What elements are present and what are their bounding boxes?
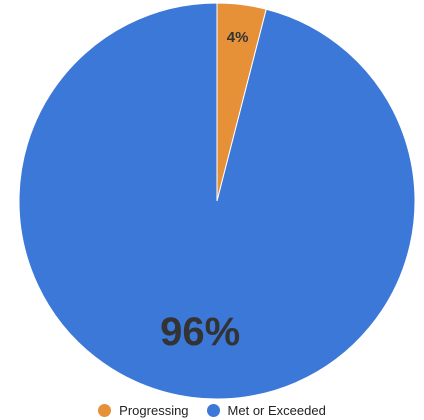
pie-label-progressing: 4% xyxy=(227,29,249,46)
legend-item-progressing[interactable]: Progressing xyxy=(98,402,189,418)
pie-slices xyxy=(18,2,416,400)
legend-swatch-progressing xyxy=(98,403,112,417)
legend-label-progressing: Progressing xyxy=(119,402,189,418)
pie-slice-met-or-exceeded[interactable] xyxy=(18,2,416,400)
legend-label-met-or-exceeded: Met or Exceeded xyxy=(227,402,326,418)
chart-legend: Progressing Met or Exceeded xyxy=(0,400,424,420)
pie-label-met-or-exceeded: 96% xyxy=(160,310,240,354)
legend-item-met-or-exceeded[interactable]: Met or Exceeded xyxy=(206,402,326,418)
legend-swatch-met-or-exceeded xyxy=(206,403,220,417)
pie-labels: 4% 96% xyxy=(160,29,248,354)
